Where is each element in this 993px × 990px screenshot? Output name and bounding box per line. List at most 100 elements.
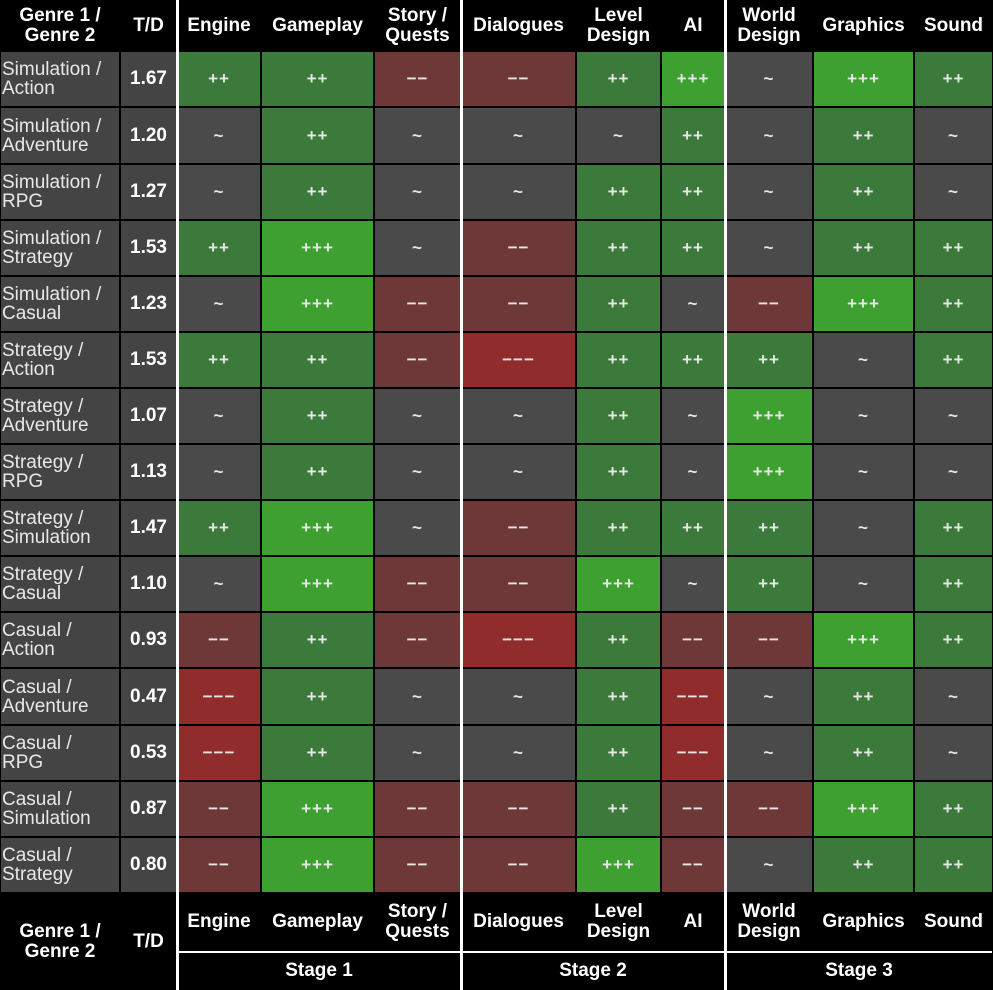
rating-cell: ~ <box>915 726 992 780</box>
rating-cell: −−− <box>462 333 575 387</box>
rating-cell: ~ <box>178 165 260 219</box>
rating-cell: ++ <box>915 52 992 106</box>
rating-cell: −− <box>178 782 260 836</box>
rating-cell: ~ <box>662 389 724 443</box>
rating-cell: ++ <box>262 445 373 499</box>
genre-pair-label: Strategy / Action <box>1 333 119 387</box>
rating-cell: −−− <box>178 726 260 780</box>
rating-cell: ~ <box>915 389 992 443</box>
rating-cell: +++ <box>814 782 913 836</box>
genre-pair-label: Strategy / Adventure <box>1 389 119 443</box>
rating-cell: ~ <box>726 838 812 892</box>
column-header-sound: Sound <box>915 1 992 50</box>
rating-cell: −− <box>178 613 260 667</box>
column-header-gameplay: Gameplay <box>262 1 373 50</box>
rating-cell: −−− <box>662 726 724 780</box>
rating-cell: −−− <box>178 669 260 724</box>
rating-cell: −− <box>726 613 812 667</box>
rating-cell: ++ <box>814 108 913 163</box>
rating-cell: ++ <box>262 52 373 106</box>
rating-cell: ++ <box>915 838 992 892</box>
column-footer: Dialogues <box>462 894 575 949</box>
column-footer: Graphics <box>814 894 913 949</box>
rating-cell: ++ <box>915 557 992 611</box>
rating-cell: ~ <box>178 557 260 611</box>
td-value: 1.67 <box>121 52 176 106</box>
rating-cell: ++ <box>262 108 373 163</box>
column-header-dialogues: Dialogues <box>462 1 575 50</box>
rating-cell: ++ <box>662 221 724 275</box>
genre-pair-label: Casual / RPG <box>1 726 119 780</box>
rating-cell: +++ <box>577 557 660 611</box>
td-value: 1.10 <box>121 557 176 611</box>
td-value: 1.53 <box>121 221 176 275</box>
rating-cell: ++ <box>577 669 660 724</box>
rating-cell: ++ <box>178 333 260 387</box>
genre-column-footer: Genre 1 / Genre 2 <box>1 894 119 989</box>
rating-cell: −− <box>375 52 460 106</box>
td-value: 1.07 <box>121 389 176 443</box>
rating-cell: ~ <box>375 165 460 219</box>
rating-cell: ~ <box>726 52 812 106</box>
rating-cell: ~ <box>915 445 992 499</box>
rating-cell: ~ <box>178 277 260 331</box>
rating-cell: −− <box>462 838 575 892</box>
td-value: 0.93 <box>121 613 176 667</box>
rating-cell: ++ <box>577 445 660 499</box>
rating-cell: ++ <box>915 782 992 836</box>
rating-cell: −− <box>462 277 575 331</box>
rating-cell: ~ <box>814 333 913 387</box>
rating-cell: ++ <box>178 501 260 555</box>
rating-cell: ~ <box>814 445 913 499</box>
rating-cell: ~ <box>462 108 575 163</box>
column-header-ai: AI <box>662 1 724 50</box>
column-header-engine: Engine <box>178 1 260 50</box>
column-footer: World Design <box>726 894 812 949</box>
rating-cell: ++ <box>814 669 913 724</box>
rating-cell: ++ <box>262 389 373 443</box>
rating-cell: ++ <box>577 782 660 836</box>
rating-cell: ++ <box>662 501 724 555</box>
rating-cell: ++ <box>178 221 260 275</box>
genre-pair-label: Casual / Action <box>1 613 119 667</box>
rating-cell: ++ <box>662 108 724 163</box>
genre-pair-label: Simulation / Casual <box>1 277 119 331</box>
stage-label: Stage 2 <box>462 951 724 989</box>
stage-label: Stage 1 <box>178 951 460 989</box>
rating-cell: ++ <box>814 221 913 275</box>
column-header-world-design: World Design <box>726 1 812 50</box>
rating-cell: ~ <box>915 108 992 163</box>
rating-cell: ++ <box>577 221 660 275</box>
column-header-level-design: Level Design <box>577 1 660 50</box>
rating-cell: −− <box>462 782 575 836</box>
rating-cell: ~ <box>375 445 460 499</box>
rating-cell: ~ <box>462 389 575 443</box>
rating-cell: +++ <box>577 838 660 892</box>
rating-cell: ~ <box>814 557 913 611</box>
rating-cell: ++ <box>262 613 373 667</box>
td-column-footer: T/D <box>121 894 176 989</box>
rating-cell: ~ <box>178 108 260 163</box>
rating-cell: ~ <box>375 726 460 780</box>
rating-cell: −− <box>662 613 724 667</box>
genre-pair-label: Simulation / Adventure <box>1 108 119 163</box>
rating-cell: −− <box>462 501 575 555</box>
rating-cell: ~ <box>375 669 460 724</box>
genre-pair-label: Strategy / Casual <box>1 557 119 611</box>
rating-cell: ++ <box>577 501 660 555</box>
rating-cell: ++ <box>662 165 724 219</box>
genre-pair-label: Casual / Adventure <box>1 669 119 724</box>
rating-cell: ++ <box>262 165 373 219</box>
rating-cell: −− <box>726 782 812 836</box>
genre-pair-label: Simulation / Action <box>1 52 119 106</box>
rating-cell: ++ <box>662 333 724 387</box>
rating-cell: ++ <box>814 726 913 780</box>
rating-cell: ~ <box>726 221 812 275</box>
rating-cell: +++ <box>814 613 913 667</box>
column-footer: Sound <box>915 894 992 949</box>
rating-cell: ~ <box>726 165 812 219</box>
rating-cell: ++ <box>577 52 660 106</box>
rating-cell: ~ <box>178 389 260 443</box>
genre-pair-label: Simulation / Strategy <box>1 221 119 275</box>
rating-cell: −− <box>178 838 260 892</box>
